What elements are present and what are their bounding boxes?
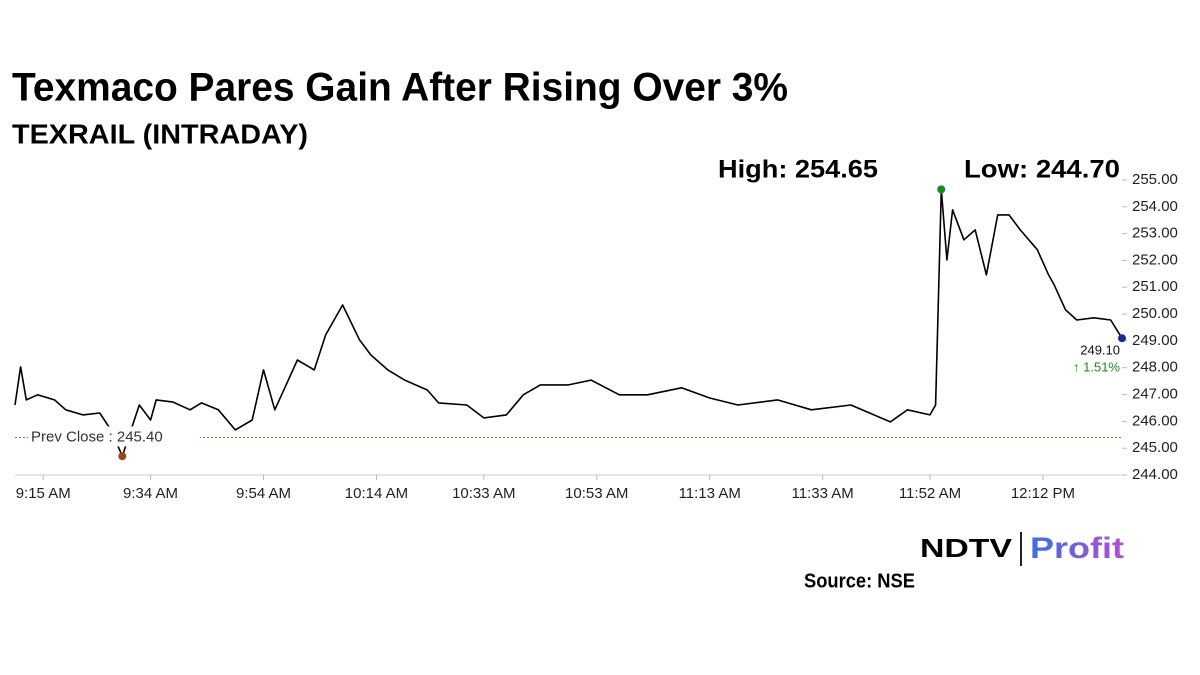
y-tick-label: 250.00 xyxy=(1132,305,1178,322)
prev-close-label-bg xyxy=(28,426,200,447)
last-dot xyxy=(1118,334,1126,343)
chart-title: Texmaco Pares Gain After Rising Over 3% xyxy=(12,66,788,110)
x-tick-label: 10:33 AM xyxy=(452,485,515,502)
change: ↑ 1.51% xyxy=(1073,360,1120,375)
source: Source: NSE xyxy=(804,570,915,592)
x-tick-label: 11:33 AM xyxy=(792,485,854,502)
y-tick-label: 249.00 xyxy=(1132,332,1178,349)
y-tick-label: 253.00 xyxy=(1132,225,1178,242)
chart-subtitle: TEXRAIL (INTRADAY) xyxy=(12,118,308,149)
x-tick-label: 9:34 AM xyxy=(123,485,178,502)
high-label: High: 254.65 xyxy=(718,156,878,184)
y-tick-label: 248.00 xyxy=(1132,359,1178,376)
x-tick-label: 12:12 PM xyxy=(1011,485,1075,502)
x-tick-label: 10:53 AM xyxy=(565,485,628,502)
y-tick-label: 244.00 xyxy=(1132,466,1178,483)
x-tick-label: 10:14 AM xyxy=(345,485,408,502)
low-label: Low: 244.70 xyxy=(964,156,1120,184)
y-tick-label: 252.00 xyxy=(1132,251,1178,268)
high-dot xyxy=(937,185,946,194)
y-tick-label: 247.00 xyxy=(1132,386,1178,403)
last-price: 249.10 xyxy=(1080,343,1120,358)
low-dot xyxy=(118,452,127,461)
y-tick-label: 246.00 xyxy=(1132,412,1178,429)
x-tick-label: 11:52 AM xyxy=(899,485,961,502)
y-tick-label: 251.00 xyxy=(1132,278,1178,295)
price-line xyxy=(14,188,1123,457)
x-tick-label: 9:15 AM xyxy=(16,485,71,502)
y-tick-label: 255.00 xyxy=(1132,171,1178,188)
x-tick-label: 11:13 AM xyxy=(679,485,741,502)
logo-right: Profit xyxy=(1030,532,1124,565)
x-tick-label: 9:54 AM xyxy=(236,485,291,502)
y-tick-label: 254.00 xyxy=(1132,198,1178,215)
logo-left: NDTV xyxy=(920,533,1013,563)
y-tick-label: 245.00 xyxy=(1132,439,1178,456)
prev-close-label: Prev Close : 245.40 xyxy=(31,428,163,445)
